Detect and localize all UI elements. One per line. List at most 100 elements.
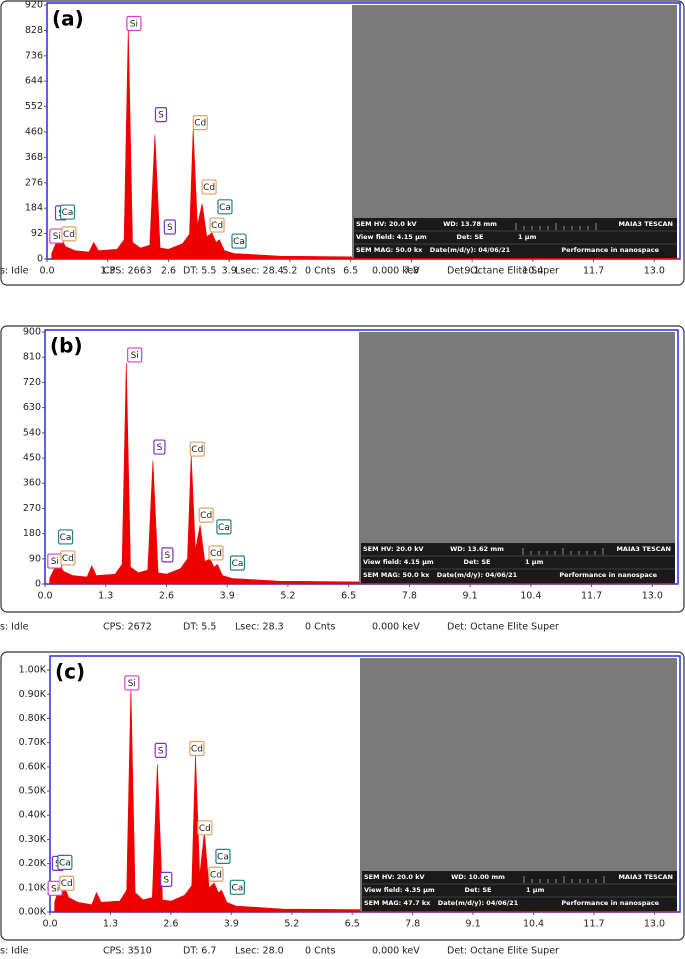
- sem-info: 1 µm: [525, 558, 544, 566]
- sem-info: Performance in nanospace: [559, 571, 657, 579]
- y-tick-label: 630: [23, 402, 41, 413]
- sem-info: WD: 13.62 mm: [450, 545, 504, 553]
- sem-info: MAIA3 TESCAN: [618, 220, 673, 228]
- element-label-box: [161, 547, 174, 563]
- x-tick-label: 7.8: [402, 591, 417, 602]
- element-label-box: [208, 866, 224, 882]
- x-tick-label: 10.4: [522, 266, 543, 277]
- y-tick-label: 0.90K: [19, 689, 47, 700]
- element-label-box: [57, 854, 73, 871]
- sem-info: Det: SE: [464, 558, 491, 566]
- element-label: Cd: [200, 511, 212, 521]
- element-label: Ca: [60, 533, 72, 543]
- element-label-box: [217, 199, 233, 215]
- panel-label: (c): [55, 660, 85, 684]
- y-tick-label: 736: [25, 50, 43, 61]
- y-tick-label: 810: [23, 352, 41, 363]
- element-label: Ca: [219, 203, 231, 213]
- element-label: S: [157, 443, 163, 453]
- element-label: Si: [51, 557, 59, 567]
- sem-info: MAIA3 TESCAN: [616, 545, 671, 553]
- element-label: Cd: [63, 230, 75, 240]
- element-label-box: [229, 555, 246, 571]
- y-tick-label: 0.40K: [19, 810, 47, 821]
- x-tick-label: 7.8: [404, 266, 419, 277]
- y-tick-label: 0.30K: [19, 834, 47, 845]
- y-tick-label: 360: [23, 478, 41, 489]
- x-tick-label: 6.5: [343, 266, 358, 277]
- panel-frame: [0, 0, 685, 286]
- element-label-box: [154, 742, 167, 759]
- sem-info: Date(m/d/y): 04/06/21: [430, 246, 511, 254]
- status-text: CPS: 2672: [103, 622, 152, 633]
- panel-frame: [0, 325, 685, 613]
- element-label: Cd: [191, 445, 203, 455]
- panel-label: (a): [52, 7, 84, 31]
- sem-image: [359, 332, 675, 583]
- element-label: Ca: [233, 237, 245, 247]
- element-label: Si: [131, 351, 139, 361]
- sem-info-bar: [361, 543, 675, 583]
- y-tick-label: 0.10K: [19, 882, 47, 893]
- element-label-box: [215, 848, 231, 864]
- y-tick-label: 0.80K: [19, 713, 47, 724]
- sem-info: View field: 4.15 µm: [356, 233, 427, 241]
- status-text: Lsec: 28.4: [235, 266, 284, 277]
- y-tick-label: 540: [23, 427, 41, 438]
- element-label: Ca: [217, 852, 229, 862]
- y-tick-label: 450: [23, 453, 41, 464]
- x-tick-label: 3.9: [222, 266, 237, 277]
- element-label-box: [229, 879, 245, 895]
- element-label-box: [189, 441, 205, 457]
- y-tick-label: 0.70K: [19, 737, 47, 748]
- element-label-box: [124, 675, 140, 691]
- element-label-box: [197, 820, 213, 836]
- sem-image: [360, 658, 677, 911]
- x-tick-label: 5.2: [282, 266, 297, 277]
- x-tick-label: 1.3: [103, 919, 118, 930]
- x-tick-label: 0.0: [42, 919, 57, 930]
- y-tick-label: 90: [29, 553, 41, 564]
- sem-info: WD: 10.00 mm: [451, 873, 505, 881]
- y-tick-label: 720: [23, 377, 41, 388]
- element-label: S: [158, 111, 164, 121]
- y-tick-label: 270: [23, 503, 41, 514]
- x-tick-label: 5.2: [284, 919, 299, 930]
- sem-info-bar: [362, 871, 677, 911]
- element-label-box: [57, 529, 74, 545]
- x-tick-label: 0.0: [39, 266, 54, 277]
- element-label: Si: [53, 232, 61, 242]
- element-label-box: [163, 219, 176, 235]
- element-label: Cd: [210, 549, 222, 559]
- element-label: Cd: [191, 744, 203, 754]
- status-text: Det: Octane Elite Super: [447, 946, 559, 957]
- x-tick-label: 3.9: [224, 919, 239, 930]
- sem-info: Date(m/d/y): 04/06/21: [437, 571, 518, 579]
- sem-info: Date(m/d/y): 04/06/21: [438, 899, 519, 907]
- element-label-box: [189, 740, 205, 757]
- element-label: Cd: [210, 870, 222, 880]
- x-tick-label: 1.3: [100, 266, 115, 277]
- sem-image: [352, 5, 677, 258]
- element-label: Ca: [59, 858, 71, 868]
- y-tick-label: 644: [25, 76, 43, 87]
- element-label-box: [59, 204, 76, 220]
- y-tick-label: 0.00K: [19, 907, 47, 918]
- element-label-box: [154, 107, 168, 123]
- element-label: Cd: [211, 221, 223, 231]
- element-label: Cd: [62, 554, 74, 564]
- x-tick-label: 11.7: [583, 266, 604, 277]
- element-label-box: [153, 439, 166, 455]
- element-label: Cd: [194, 119, 206, 129]
- element-label: Ca: [231, 883, 243, 893]
- status-text: s: Idle: [0, 622, 29, 633]
- x-tick-label: 10.4: [520, 591, 541, 602]
- x-tick-label: 0.0: [37, 591, 52, 602]
- element-label-box: [208, 545, 224, 561]
- sem-info: SEM MAG: 50.0 kx: [363, 571, 430, 579]
- sem-info: SEM HV: 20.0 kV: [356, 220, 417, 228]
- y-tick-label: 180: [23, 528, 41, 539]
- y-tick-label: 368: [25, 152, 43, 163]
- y-tick-label: 0.50K: [19, 786, 47, 797]
